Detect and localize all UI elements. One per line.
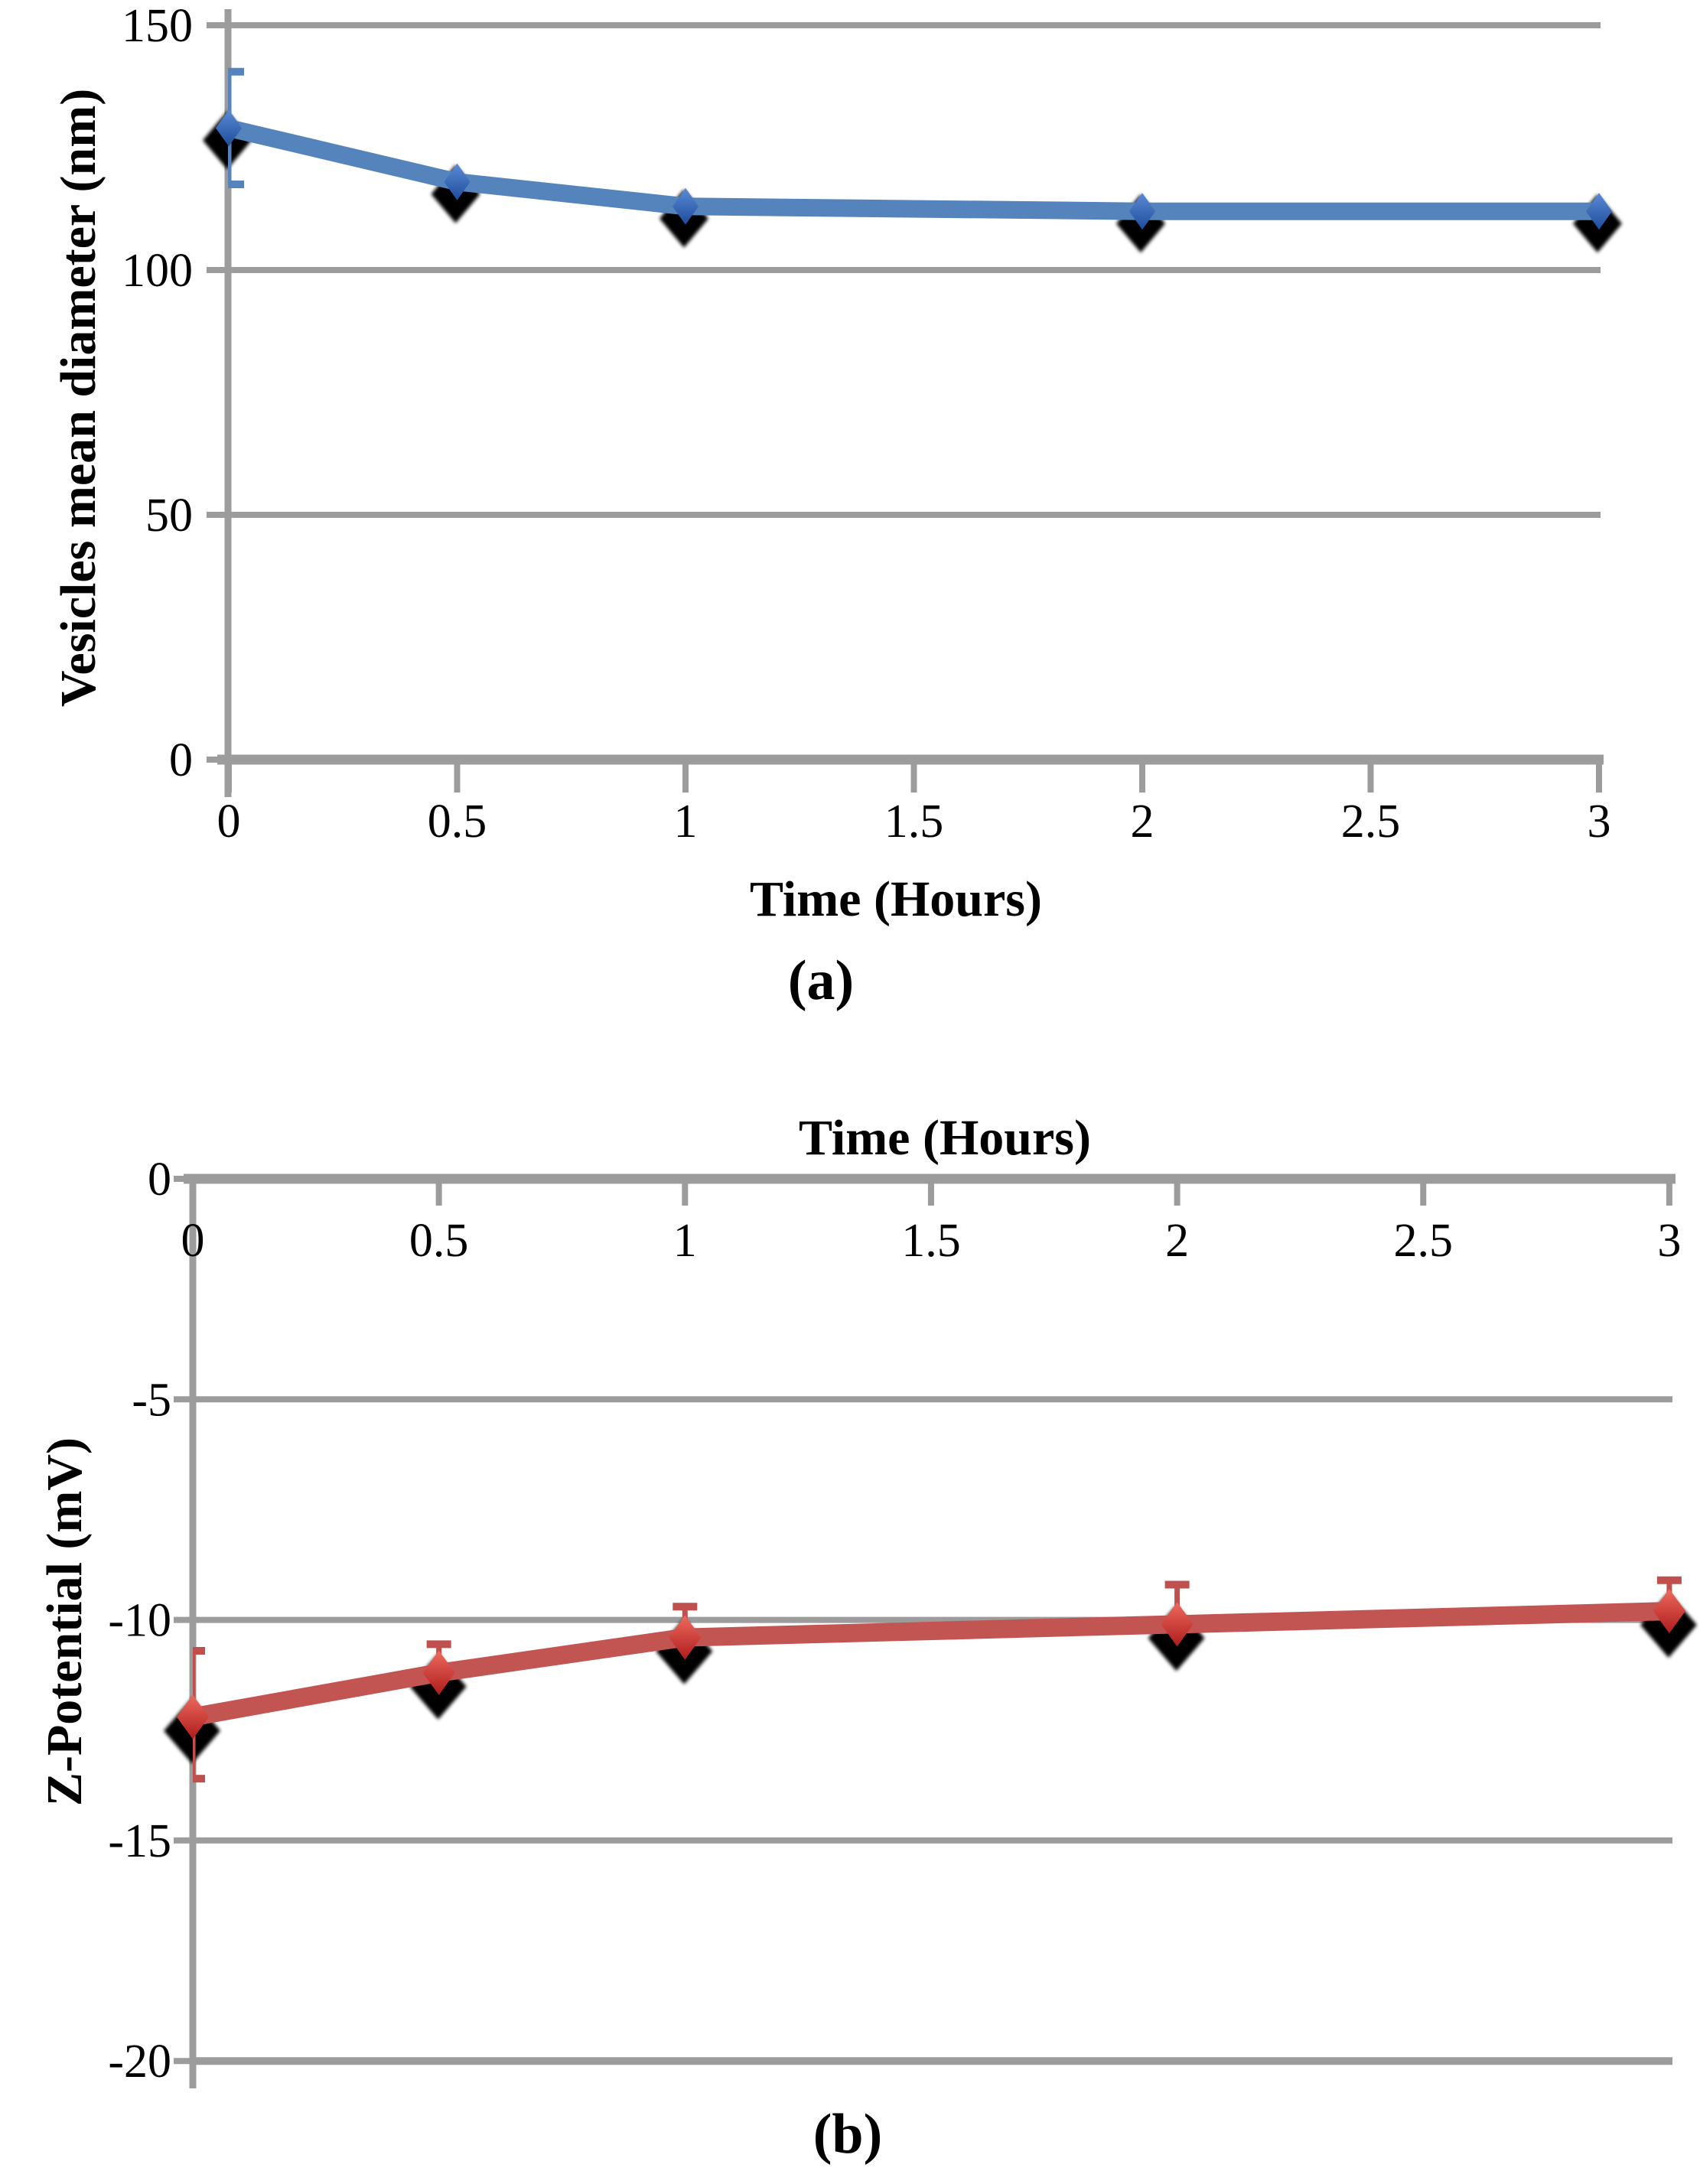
panel-a-plot: 0 50 100 150 0 0.5 1 1.5 2 2.5 3 — [122, 0, 1622, 848]
panel-b-caption: (b) — [813, 2103, 883, 2166]
data-series-line — [191, 1602, 1670, 1727]
y-tick-label: 150 — [122, 0, 193, 52]
x-tick-label: 3 — [1588, 796, 1611, 848]
data-point-marker — [177, 1694, 209, 1740]
x-tick-label: 2 — [1131, 796, 1155, 848]
x-tick-label: 0 — [217, 796, 241, 848]
y-tick-label: -15 — [108, 1815, 171, 1867]
x-tick-label: 2 — [1165, 1215, 1189, 1267]
data-point-marker — [1586, 193, 1612, 230]
panel-a-caption: (a) — [787, 949, 855, 1012]
data-point-marker — [673, 187, 699, 225]
y-tick-label: -20 — [108, 2036, 171, 2088]
panel-b-y-axis-title: Z-Potential (mV) — [37, 1437, 93, 1807]
x-tick-label: 1.5 — [901, 1215, 961, 1267]
data-point-marker — [216, 109, 242, 147]
x-tick-label: 0.5 — [409, 1215, 469, 1267]
y-tick-label: -10 — [108, 1595, 171, 1647]
y-tick-label: 100 — [122, 245, 193, 297]
x-tick-label: 2.5 — [1341, 796, 1401, 848]
y-tick-label: -5 — [132, 1374, 171, 1426]
data-series-line — [226, 119, 1599, 220]
data-point-marker — [1653, 1589, 1685, 1634]
panel-b-x-axis-title: Time (Hours) — [799, 1110, 1091, 1166]
x-tick-label: 1 — [673, 1215, 697, 1267]
y-tick-label: 50 — [145, 490, 193, 542]
x-tick-label: 0.5 — [428, 796, 487, 848]
y-tick-label: 0 — [169, 734, 193, 786]
panel-a-y-axis-title: Vesicles mean diameter (nm) — [50, 88, 106, 708]
data-point-marker — [1161, 1602, 1194, 1647]
x-tick-label: 2.5 — [1394, 1215, 1454, 1267]
x-tick-label: 1 — [674, 796, 698, 848]
panel-b-plot: 0 -5 -10 -15 -20 0 0.5 1 1.5 2 2.5 3 — [108, 1154, 1697, 2088]
x-tick-label: 1.5 — [884, 796, 944, 848]
panel-a-x-axis-title: Time (Hours) — [750, 871, 1042, 927]
y-tick-label: 0 — [148, 1154, 171, 1206]
x-tick-label: 0 — [181, 1215, 205, 1267]
data-point-marker — [444, 163, 471, 200]
data-point-marker — [669, 1615, 702, 1660]
data-point-marker — [422, 1650, 455, 1695]
x-tick-label: 3 — [1657, 1215, 1681, 1267]
data-point-marker — [1129, 193, 1155, 230]
